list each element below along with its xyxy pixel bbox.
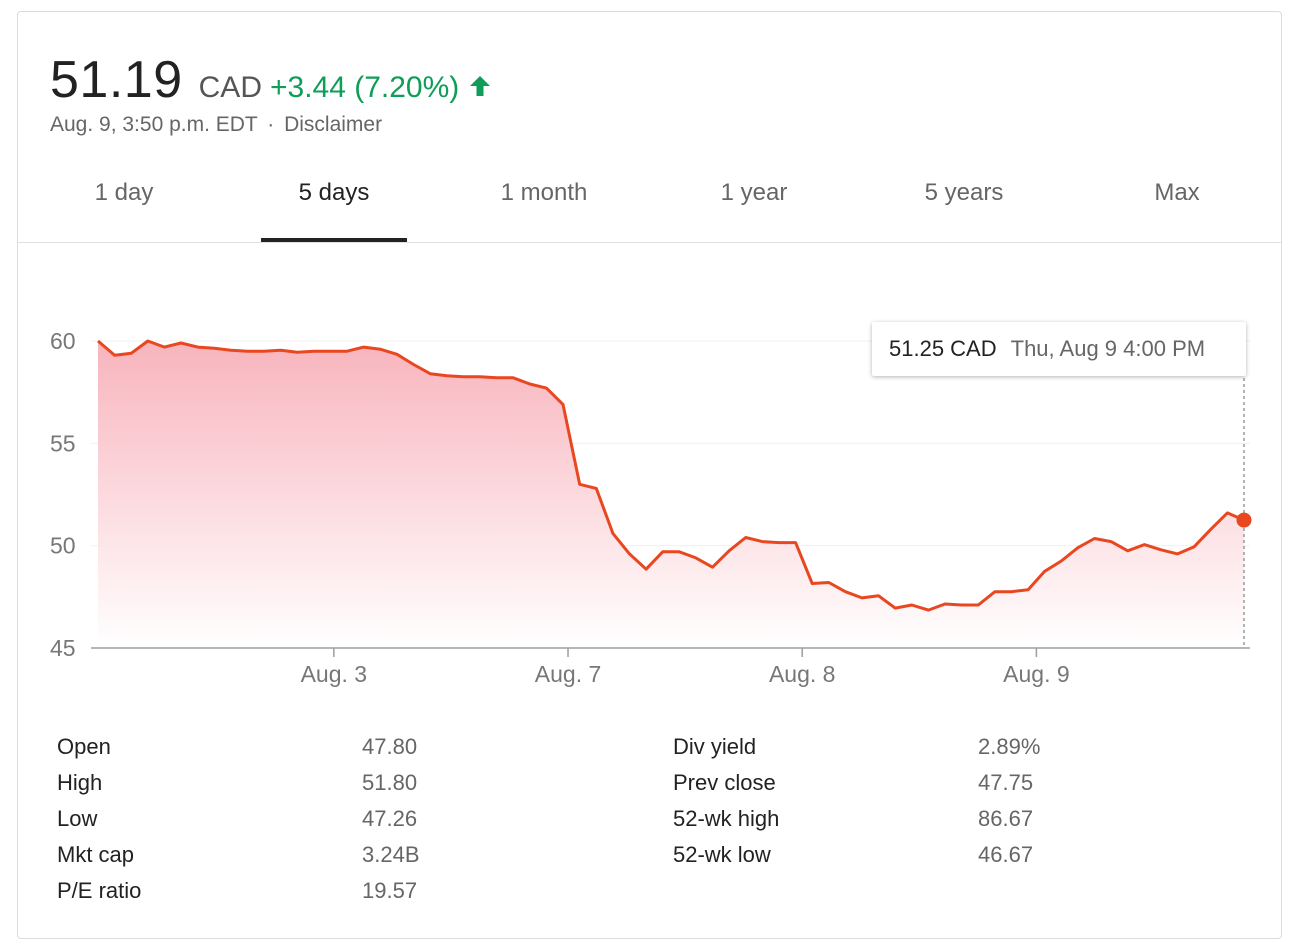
timestamp: Aug. 9, 3:50 p.m. EDT <box>50 113 258 136</box>
tooltip-price: 51.25 CAD <box>889 336 997 361</box>
timestamp-line: Aug. 9, 3:50 p.m. EDT · Disclaimer <box>50 113 382 137</box>
disclaimer-link[interactable]: Disclaimer <box>284 113 383 136</box>
stat-value-pe-ratio: 19.57 <box>362 878 418 903</box>
price-change: +3.44 (7.20%) <box>269 71 460 104</box>
stat-value-52wk-low: 46.67 <box>978 842 1034 867</box>
tab-1-day[interactable]: 1 day <box>94 179 154 206</box>
arrow-up-icon <box>469 74 491 103</box>
stat-label-high: High <box>57 770 103 795</box>
stat-value-div-yield: 2.89% <box>978 734 1041 759</box>
chart-tooltip: 51.25 CAD Thu, Aug 9 4:00 PM <box>872 322 1246 376</box>
price-header: 51.19 CAD +3.44 (7.20%) <box>50 50 491 110</box>
stat-value-open: 47.80 <box>362 734 418 759</box>
stat-label-prev-close: Prev close <box>673 770 776 795</box>
range-tabs: 1 day 5 days 1 month 1 year 5 years Max <box>18 162 1281 243</box>
current-price: 51.19 <box>50 51 183 109</box>
price-line <box>97 339 1245 612</box>
stat-label-open: Open <box>57 734 111 759</box>
y-tick-label: 60 <box>50 328 76 354</box>
hover-point <box>1236 512 1252 528</box>
active-tab-indicator <box>261 238 407 242</box>
x-tick-label: Aug. 8 <box>769 661 836 687</box>
tab-5-days[interactable]: 5 days <box>298 179 370 206</box>
stat-value-prev-close: 47.75 <box>978 770 1034 795</box>
stat-label-mkt-cap: Mkt cap <box>57 842 135 867</box>
stat-value-low: 47.26 <box>362 806 418 831</box>
area-fill <box>98 341 1244 648</box>
stat-value-high: 51.80 <box>362 770 418 795</box>
y-tick-label: 50 <box>50 533 76 559</box>
tab-max[interactable]: Max <box>1154 179 1200 206</box>
separator: · <box>267 113 275 136</box>
stat-label-div-yield: Div yield <box>673 734 757 759</box>
x-tick-label: Aug. 9 <box>1003 661 1070 687</box>
x-tick-label: Aug. 7 <box>535 661 602 687</box>
y-tick-label: 55 <box>50 430 76 456</box>
stock-card: 51.19 CAD +3.44 (7.20%) Aug. 9, 3:50 p.m… <box>17 11 1282 939</box>
y-tick-label: 45 <box>50 635 76 661</box>
stat-value-52wk-high: 86.67 <box>978 806 1034 831</box>
currency-code: CAD <box>198 71 262 104</box>
tab-1-year[interactable]: 1 year <box>720 179 788 206</box>
stat-label-52wk-high: 52-wk high <box>673 806 780 831</box>
price-chart[interactable]: Aug. 3 Aug. 7 Aug. 8 Aug. 9 60 55 50 45 <box>18 12 1281 712</box>
tab-1-month[interactable]: 1 month <box>500 179 588 206</box>
x-tick-label: Aug. 3 <box>301 661 368 687</box>
tooltip-date: Thu, Aug 9 4:00 PM <box>1010 336 1206 361</box>
stat-value-mkt-cap: 3.24B <box>362 842 420 867</box>
stat-label-low: Low <box>57 806 98 831</box>
tab-5-years[interactable]: 5 years <box>924 179 1004 206</box>
stat-label-52wk-low: 52-wk low <box>673 842 771 867</box>
stat-label-pe-ratio: P/E ratio <box>57 878 142 903</box>
